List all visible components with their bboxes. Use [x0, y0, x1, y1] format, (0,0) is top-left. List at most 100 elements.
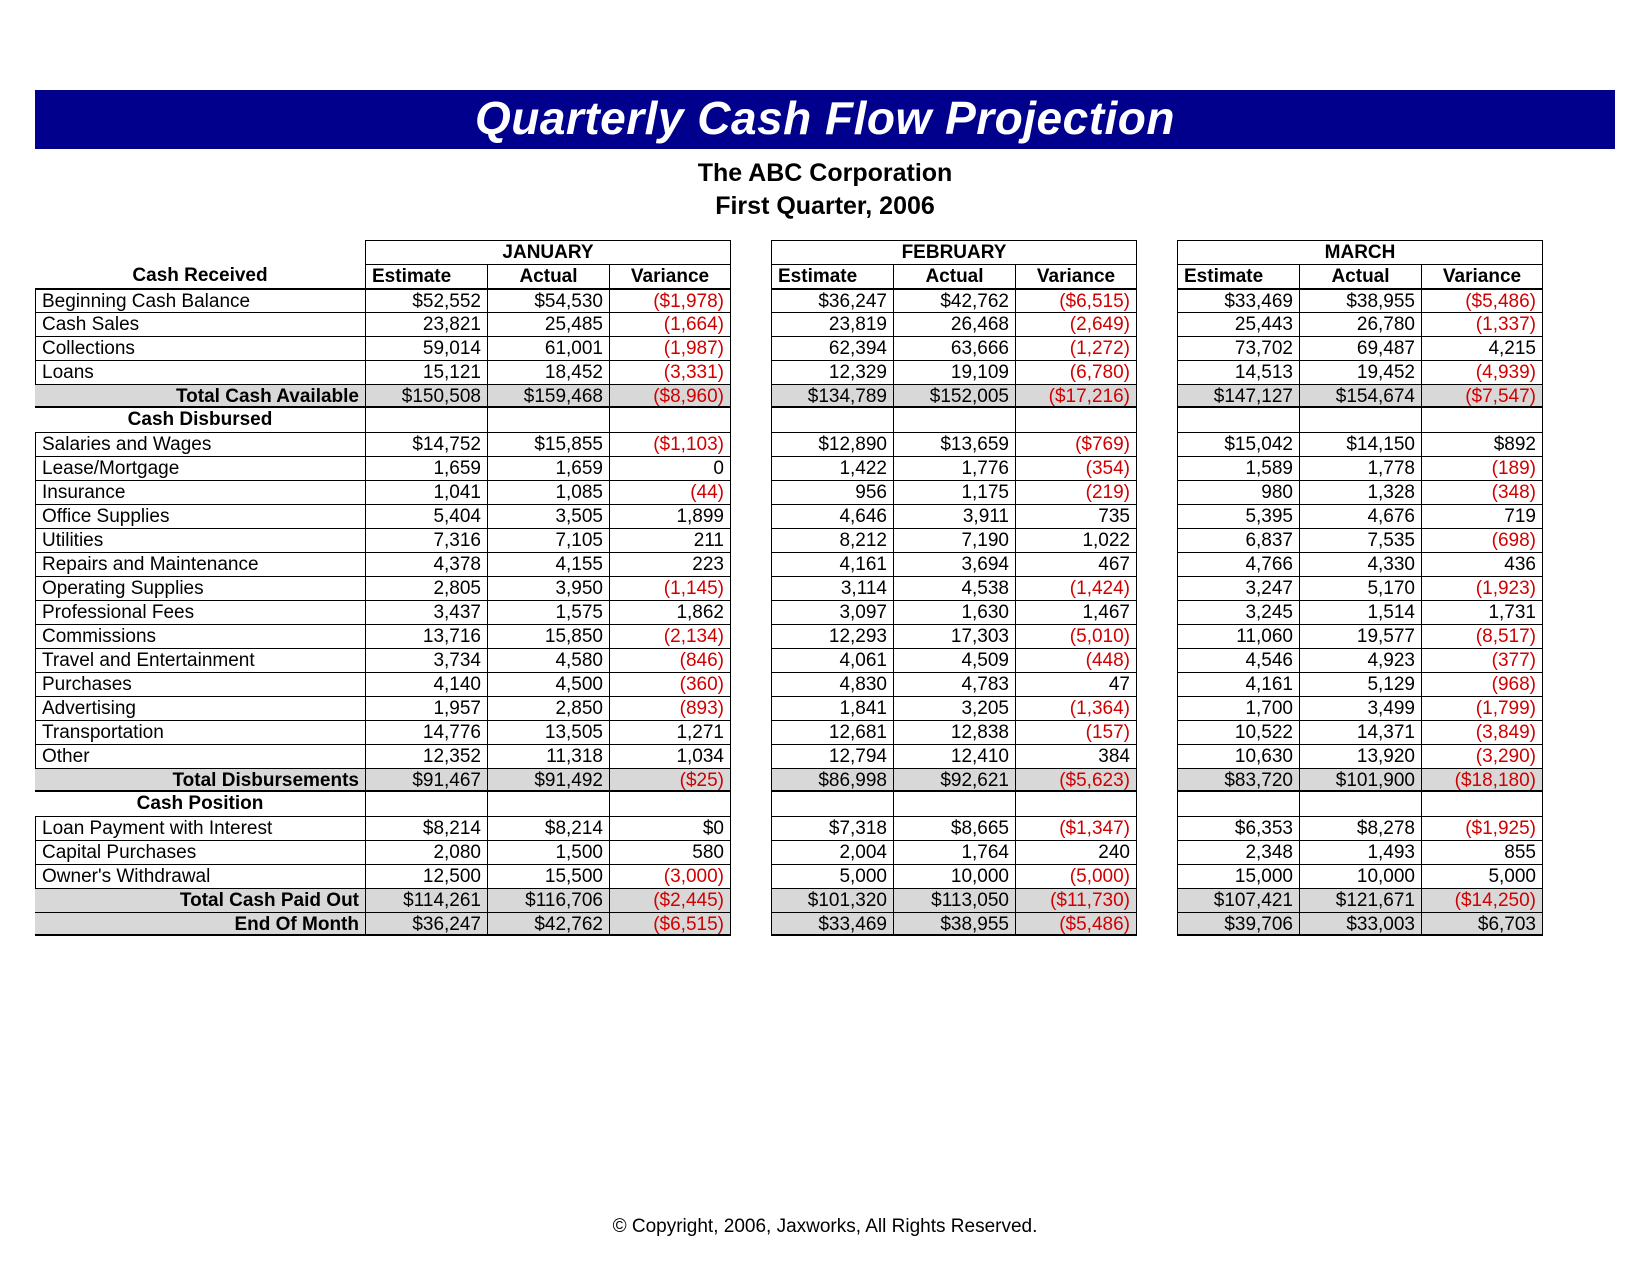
data-cell: 19,577: [1299, 624, 1421, 648]
gap: [1137, 696, 1177, 720]
spacer: [365, 408, 487, 432]
row-label: Office Supplies: [35, 504, 365, 528]
row-label: Other: [35, 744, 365, 768]
data-cell: 7,535: [1299, 528, 1421, 552]
data-cell: 69,487: [1299, 336, 1421, 360]
data-cell: (8,517): [1421, 624, 1543, 648]
gap: [1137, 456, 1177, 480]
row-label: Advertising: [35, 696, 365, 720]
data-cell: 1,731: [1421, 600, 1543, 624]
data-cell: $13,659: [893, 432, 1015, 456]
data-cell: 1,467: [1015, 600, 1137, 624]
row-label: Travel and Entertainment: [35, 648, 365, 672]
row-label: Loan Payment with Interest: [35, 816, 365, 840]
total-cell: $114,261: [365, 888, 487, 912]
data-cell: 12,794: [771, 744, 893, 768]
data-cell: (4,939): [1421, 360, 1543, 384]
data-cell: ($769): [1015, 432, 1137, 456]
data-cell: 25,485: [487, 312, 609, 336]
data-cell: (698): [1421, 528, 1543, 552]
total-cell: $107,421: [1177, 888, 1299, 912]
data-cell: $8,214: [365, 816, 487, 840]
gap: [731, 456, 771, 480]
data-cell: 1,085: [487, 480, 609, 504]
data-cell: ($5,486): [1421, 288, 1543, 312]
data-cell: 1,175: [893, 480, 1015, 504]
total-cell: $86,998: [771, 768, 893, 792]
data-cell: 10,000: [893, 864, 1015, 888]
data-cell: 3,734: [365, 648, 487, 672]
row-label: Cash Sales: [35, 312, 365, 336]
data-cell: 3,911: [893, 504, 1015, 528]
data-cell: 4,783: [893, 672, 1015, 696]
data-cell: 19,109: [893, 360, 1015, 384]
data-cell: $33,469: [1177, 288, 1299, 312]
col-header-actual: Actual: [1299, 264, 1421, 288]
data-cell: 26,468: [893, 312, 1015, 336]
data-cell: (893): [609, 696, 731, 720]
gap: [731, 888, 771, 912]
data-cell: $52,552: [365, 288, 487, 312]
data-cell: (968): [1421, 672, 1543, 696]
data-cell: (1,364): [1015, 696, 1137, 720]
gap: [1137, 864, 1177, 888]
data-cell: $14,752: [365, 432, 487, 456]
spacer: [771, 792, 893, 816]
gap: [1137, 384, 1177, 408]
data-cell: (846): [609, 648, 731, 672]
data-cell: 7,190: [893, 528, 1015, 552]
total-cell: ($14,250): [1421, 888, 1543, 912]
gap: [1137, 600, 1177, 624]
total-cell: $147,127: [1177, 384, 1299, 408]
col-header-actual: Actual: [487, 264, 609, 288]
data-cell: 0: [609, 456, 731, 480]
cash-flow-report: Quarterly Cash Flow Projection The ABC C…: [0, 0, 1650, 1268]
spacer: [1299, 408, 1421, 432]
data-cell: 1,575: [487, 600, 609, 624]
data-cell: 3,245: [1177, 600, 1299, 624]
data-cell: 10,522: [1177, 720, 1299, 744]
data-cell: 735: [1015, 504, 1137, 528]
total-cell: $6,703: [1421, 912, 1543, 936]
data-cell: 1,514: [1299, 600, 1421, 624]
data-cell: 10,630: [1177, 744, 1299, 768]
total-cell: $42,762: [487, 912, 609, 936]
data-cell: 14,776: [365, 720, 487, 744]
data-cell: 4,500: [487, 672, 609, 696]
gap: [731, 480, 771, 504]
data-cell: 4,538: [893, 576, 1015, 600]
total-label: End Of Month: [35, 912, 365, 936]
row-label: Transportation: [35, 720, 365, 744]
data-cell: 1,957: [365, 696, 487, 720]
report-title: Quarterly Cash Flow Projection: [35, 90, 1615, 149]
month-header: MARCH: [1177, 240, 1543, 264]
row-label: Beginning Cash Balance: [35, 288, 365, 312]
row-label: Purchases: [35, 672, 365, 696]
data-cell: 980: [1177, 480, 1299, 504]
total-cell: $38,955: [893, 912, 1015, 936]
gap: [1137, 744, 1177, 768]
data-cell: 1,500: [487, 840, 609, 864]
period-label: First Quarter, 2006: [715, 192, 935, 220]
data-cell: 14,371: [1299, 720, 1421, 744]
data-cell: 4,546: [1177, 648, 1299, 672]
data-cell: 1,328: [1299, 480, 1421, 504]
gap: [731, 504, 771, 528]
row-label: Utilities: [35, 528, 365, 552]
gap: [1137, 240, 1177, 264]
col-header-actual: Actual: [893, 264, 1015, 288]
spacer: [365, 792, 487, 816]
data-cell: $15,855: [487, 432, 609, 456]
gap: [731, 600, 771, 624]
gap: [731, 288, 771, 312]
data-cell: ($1,978): [609, 288, 731, 312]
data-cell: 4,646: [771, 504, 893, 528]
month-header: FEBRUARY: [771, 240, 1137, 264]
data-cell: 1,700: [1177, 696, 1299, 720]
data-cell: 1,778: [1299, 456, 1421, 480]
data-cell: 15,121: [365, 360, 487, 384]
spacer: [1177, 792, 1299, 816]
data-cell: 11,060: [1177, 624, 1299, 648]
data-cell: 5,000: [1421, 864, 1543, 888]
spacer: [487, 792, 609, 816]
